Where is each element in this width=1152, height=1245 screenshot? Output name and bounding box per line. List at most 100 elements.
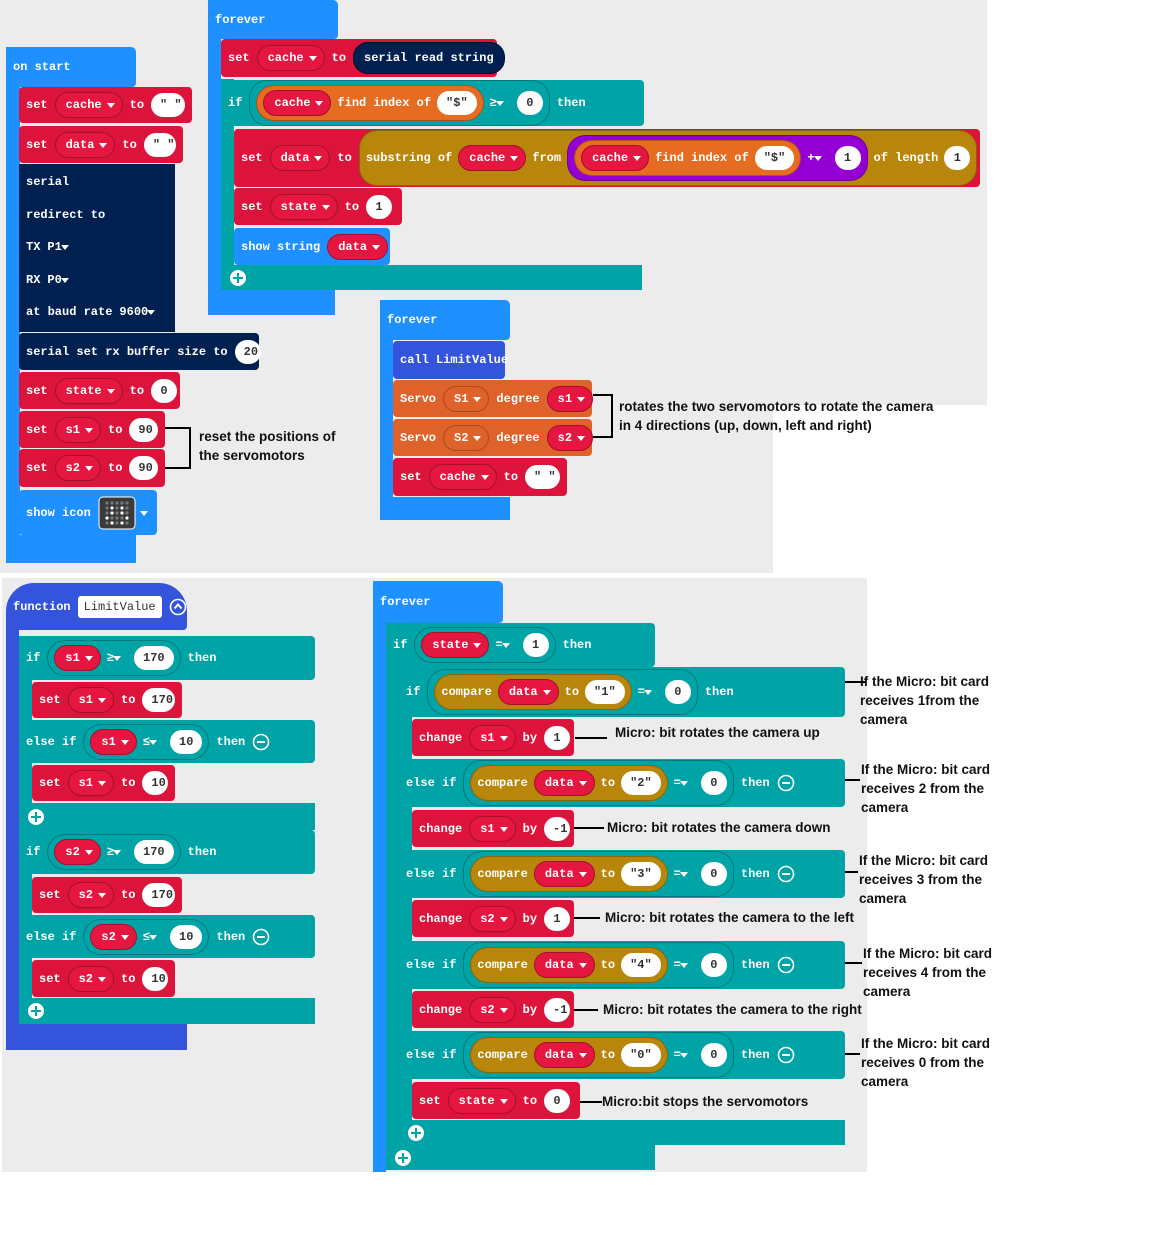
keyword: to: [600, 867, 616, 881]
block: else if compare data to "0" = 0 then: [399, 1031, 845, 1079]
variable-pill: s1: [54, 645, 101, 671]
value-oval: 0: [700, 771, 727, 795]
dropdown: +: [807, 151, 828, 165]
value-oval: 1: [366, 194, 393, 219]
annotation: receives 2 from the: [861, 781, 985, 796]
keyword: serial set rx buffer size to: [26, 344, 228, 359]
block: function LimitValue: [6, 583, 187, 630]
annotation: camera: [860, 712, 908, 727]
remove-button: [777, 956, 795, 974]
block: serial: [19, 166, 175, 198]
keyword: to: [129, 98, 145, 112]
annotation: rotates the two servomotors to rotate th…: [619, 399, 934, 414]
dropdown: P1: [47, 240, 75, 254]
keyword: set: [241, 151, 263, 165]
nested-block: s2 ≤10: [83, 918, 210, 955]
block: set s1 to 170: [32, 682, 182, 718]
keyword: RX: [26, 273, 41, 287]
variable-pill: data: [533, 861, 595, 887]
variable-pill: s1: [67, 687, 115, 713]
block-frame: [373, 581, 386, 1172]
keyword: set: [39, 888, 61, 902]
variable-pill: s1: [469, 724, 516, 751]
keyword: to: [600, 776, 616, 790]
reporter: serial read string: [353, 42, 505, 74]
variable-pill: state: [447, 1087, 516, 1114]
block-frame: [386, 1145, 655, 1170]
dropdown: ≥: [490, 96, 511, 110]
block: call LimitValue: [393, 341, 508, 379]
value-oval: 1: [544, 725, 571, 750]
dropdown: ≥: [107, 651, 128, 665]
dropdown: =: [674, 776, 695, 790]
value-oval: 0: [151, 378, 178, 403]
keyword: by: [522, 1002, 538, 1017]
value-oval: 10: [142, 771, 169, 795]
variable-pill: s2: [67, 882, 115, 908]
dropdown: 9600: [119, 305, 162, 319]
annotation: in 4 directions (up, down, left and righ…: [619, 418, 872, 433]
keyword: then: [740, 1048, 770, 1062]
block: if compare data to "1" = 0 then: [399, 667, 845, 717]
keyword: forever: [387, 313, 438, 327]
variable-pill: s1: [469, 815, 516, 842]
add-button: [407, 1124, 425, 1142]
keyword: set: [39, 971, 61, 986]
block-frame: [208, 0, 221, 315]
block-frame: [19, 803, 315, 830]
annotation: the servomotors: [199, 448, 305, 463]
icon-graphic: [230, 269, 246, 286]
block: Servo S2 degree s2: [393, 419, 594, 456]
name-box: LimitValue: [77, 595, 162, 618]
nested-block: compare data to "3" = 0: [463, 851, 734, 897]
annotation: camera: [859, 891, 907, 906]
variable-pill: s1: [90, 728, 137, 755]
keyword: else if: [406, 867, 457, 881]
keyword: find index of: [337, 96, 432, 110]
keyword: compare: [477, 958, 528, 972]
keyword: to: [122, 137, 137, 152]
block: set data to " ": [19, 126, 183, 163]
variable-pill: s2: [469, 905, 516, 932]
value-oval: 1: [944, 146, 971, 170]
dropdown: =: [495, 638, 516, 652]
block: at baud rate 9600: [19, 296, 175, 328]
block-frame: [6, 620, 19, 1050]
nested-block: s1 ≥170: [47, 640, 181, 676]
keyword: if: [26, 845, 41, 859]
nested-block: cache find index of "$" +1: [567, 135, 868, 181]
variable-pill: cache: [263, 90, 332, 116]
keyword: then: [556, 96, 586, 110]
variable-pill: s1: [67, 770, 115, 796]
remove-button: [777, 1046, 795, 1064]
block: if state = 1 then: [386, 623, 655, 667]
icon-graphic: [777, 1046, 794, 1064]
keyword: else if: [406, 776, 457, 790]
block: TX P1: [19, 231, 175, 263]
icon-graphic: [28, 808, 44, 825]
variable-pill: s2: [469, 996, 516, 1023]
nested-block: compare data to "2" = 0: [463, 760, 734, 806]
keyword: Servo: [400, 391, 437, 406]
variable-pill: s1: [546, 385, 594, 412]
keyword: then: [216, 734, 246, 749]
value-oval: 0: [664, 680, 691, 704]
keyword: to: [331, 51, 347, 65]
keyword: then: [740, 776, 770, 790]
annotation: Micro: bit rotates the camera to the rig…: [603, 1002, 862, 1017]
block-frame: [19, 998, 315, 1024]
keyword: compare: [477, 1048, 528, 1062]
bracket: [593, 394, 613, 438]
value-oval: 170: [134, 646, 174, 670]
value-oval: "4": [621, 953, 661, 977]
keyword: else if: [406, 958, 457, 972]
keyword: at baud rate: [26, 305, 113, 319]
block: else if compare data to "2" = 0 then: [399, 759, 845, 807]
dropdown: P0: [47, 273, 75, 287]
block-frame: [386, 623, 399, 1170]
block: change s1 by -1: [412, 810, 574, 847]
block: show string data: [234, 228, 390, 265]
add-button: [394, 1149, 412, 1167]
icon-graphic: [28, 1003, 44, 1019]
block: change s2 by -1: [412, 991, 574, 1028]
